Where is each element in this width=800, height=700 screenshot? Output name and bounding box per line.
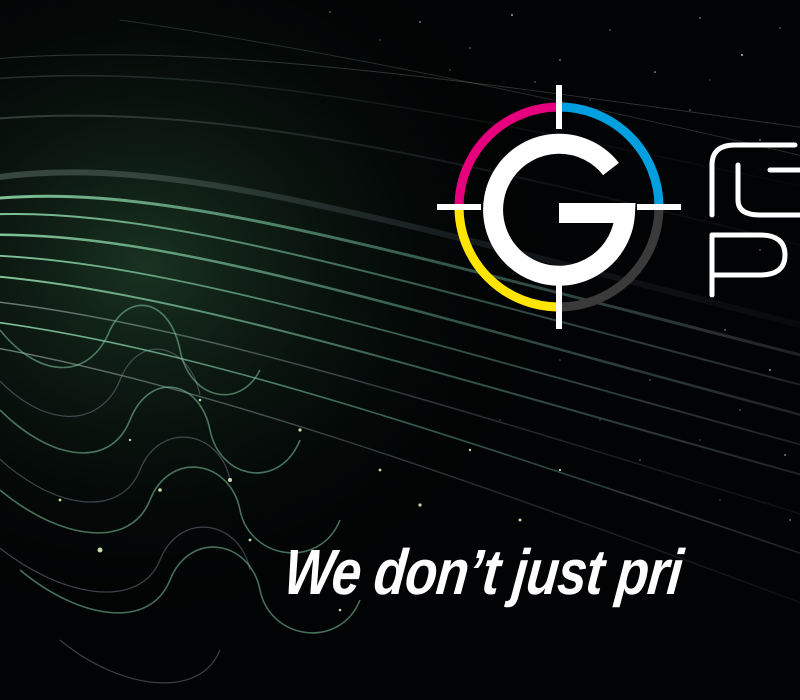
ring-cyan [558,102,664,208]
starfield [329,11,791,521]
ring-black [558,206,664,312]
g-letter-icon [483,133,636,286]
ring-yellow [454,206,560,312]
brand-logo-mark [437,85,681,329]
ring-magenta [454,102,560,208]
tagline-text: We don’t just pri [280,536,686,608]
brand-wordmark-partial [709,142,800,298]
